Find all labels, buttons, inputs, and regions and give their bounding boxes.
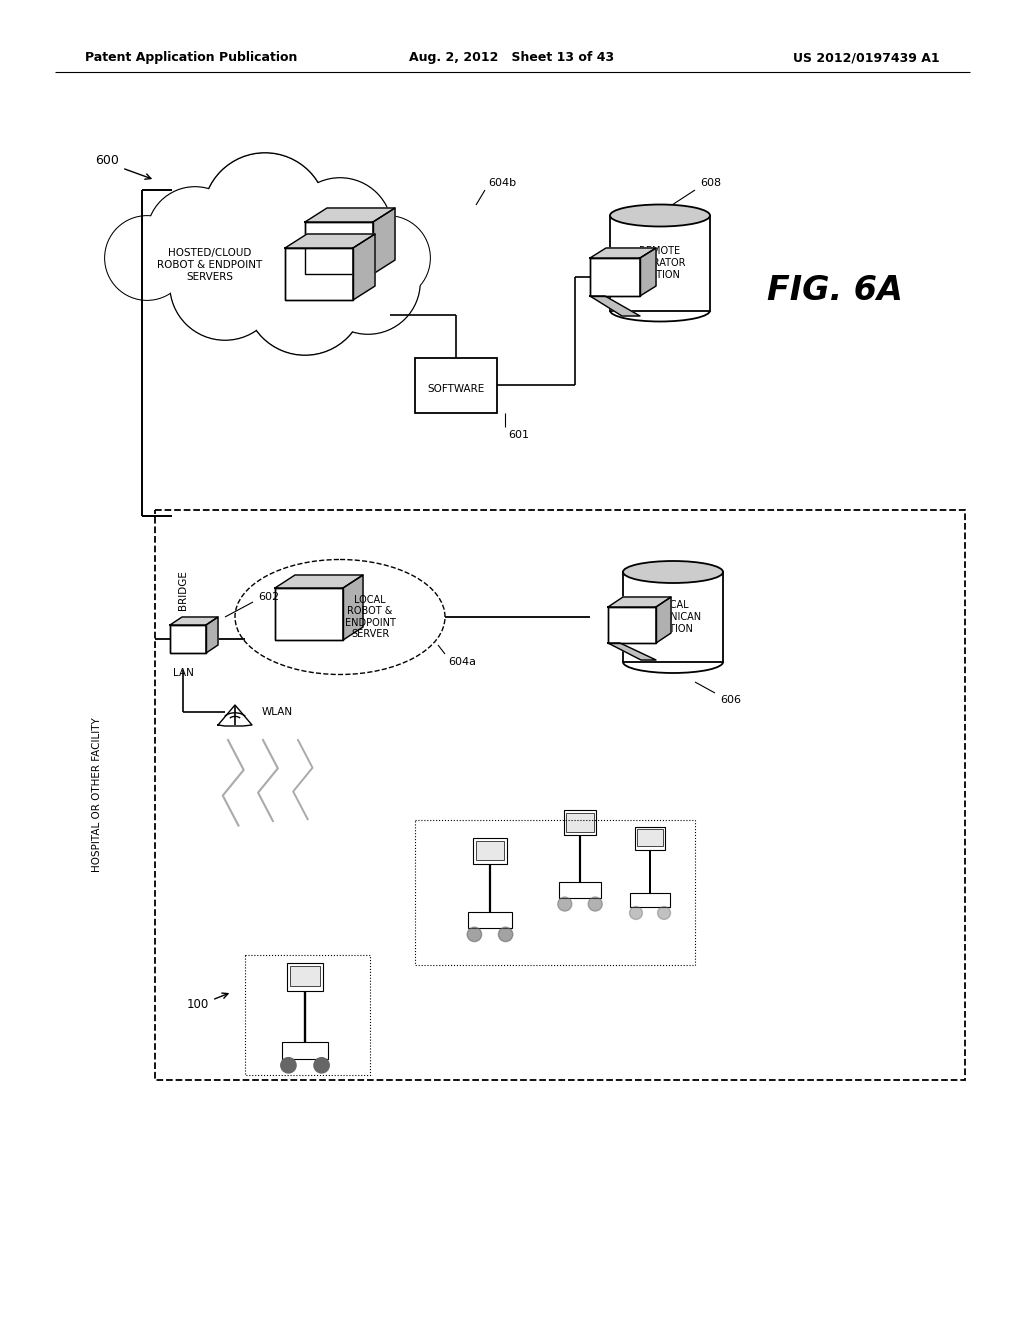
Bar [282,1041,329,1059]
Bar [275,587,343,640]
Circle shape [588,898,602,911]
Polygon shape [608,643,656,660]
Bar [590,257,640,296]
Bar [608,607,656,643]
Bar [155,510,965,1080]
Circle shape [558,898,571,911]
Text: 601: 601 [508,430,529,440]
Bar [566,813,594,832]
Circle shape [467,927,481,941]
Circle shape [288,178,392,282]
Text: LOCAL
TECHNICAN
STATION: LOCAL TECHNICAN STATION [644,601,701,634]
Circle shape [289,180,391,281]
Bar [623,572,723,663]
Circle shape [630,907,642,920]
Text: 606: 606 [720,696,741,705]
Polygon shape [608,597,671,607]
Circle shape [316,230,420,334]
Circle shape [657,907,671,920]
Bar [275,587,343,640]
Circle shape [499,927,513,941]
Polygon shape [285,234,375,248]
Circle shape [105,216,189,300]
Circle shape [347,216,429,300]
Circle shape [246,236,364,354]
Polygon shape [656,597,671,643]
Bar [290,966,321,986]
Text: 100: 100 [186,998,209,1011]
Text: WLAN: WLAN [262,708,293,717]
Circle shape [281,1057,296,1073]
Bar [475,841,505,861]
Circle shape [245,235,365,355]
Polygon shape [170,616,218,624]
Ellipse shape [623,561,723,583]
Circle shape [203,153,327,277]
Polygon shape [590,248,656,257]
Polygon shape [373,209,395,275]
Circle shape [171,231,279,339]
Polygon shape [206,616,218,653]
Bar [170,624,206,653]
Bar [590,257,640,296]
Bar [563,810,596,836]
Bar [287,964,323,990]
Polygon shape [640,248,656,296]
Ellipse shape [234,560,445,675]
Text: REMOTE
OPERATOR
STATION: REMOTE OPERATOR STATION [634,247,686,280]
Circle shape [346,216,430,300]
Text: BRIDGE: BRIDGE [178,570,188,610]
Circle shape [105,216,188,300]
Circle shape [204,154,326,276]
Bar [285,248,353,300]
Text: Patent Application Publication: Patent Application Publication [85,51,297,65]
Polygon shape [343,576,362,640]
Circle shape [170,230,280,341]
Text: HOSTED/CLOUD
ROBOT & ENDPOINT
SERVERS: HOSTED/CLOUD ROBOT & ENDPOINT SERVERS [158,248,262,281]
Text: US 2012/0197439 A1: US 2012/0197439 A1 [794,51,940,65]
Text: 608: 608 [700,178,721,187]
Bar [610,215,710,310]
Bar [305,222,373,275]
Bar [285,248,353,300]
Text: 604b: 604b [488,178,516,187]
Bar [608,607,656,643]
Circle shape [314,1057,330,1073]
Bar [558,882,601,898]
Polygon shape [353,234,375,300]
Polygon shape [275,576,362,587]
Text: 602: 602 [258,591,280,602]
Bar [305,222,373,275]
Bar [473,838,507,865]
Text: Aug. 2, 2012   Sheet 13 of 43: Aug. 2, 2012 Sheet 13 of 43 [410,51,614,65]
Text: LAN: LAN [173,668,194,678]
Text: LOCAL
ROBOT &
ENDPOINT
SERVER: LOCAL ROBOT & ENDPOINT SERVER [344,594,395,639]
Text: 600: 600 [95,153,119,166]
Text: HOSPITAL OR OTHER FACILITY: HOSPITAL OR OTHER FACILITY [92,718,102,873]
Bar [415,820,695,965]
Text: 604a: 604a [449,657,476,667]
Bar [635,826,666,850]
Polygon shape [218,705,252,726]
Circle shape [147,187,243,282]
Bar [245,954,370,1074]
Bar [170,624,206,653]
Bar [630,892,670,907]
Bar [637,829,663,846]
Bar [468,912,512,928]
Text: SOFTWARE: SOFTWARE [427,384,484,393]
Polygon shape [590,296,640,315]
Circle shape [147,187,242,282]
Circle shape [317,231,419,333]
Bar [415,358,497,413]
Ellipse shape [610,205,710,227]
Text: FIG. 6A: FIG. 6A [767,273,903,306]
Polygon shape [305,209,395,222]
